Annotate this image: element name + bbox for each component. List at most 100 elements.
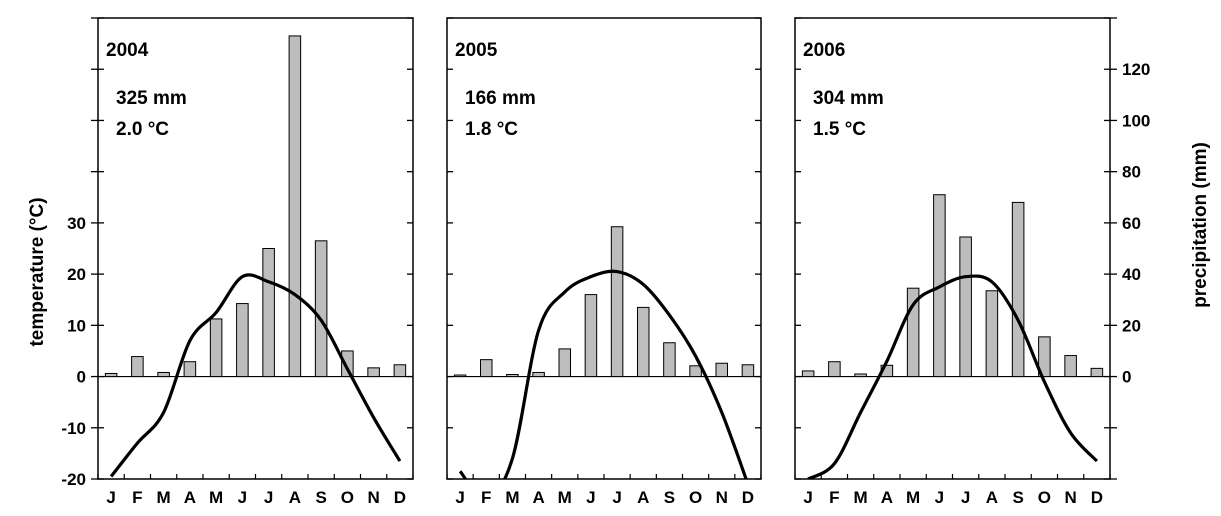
year-label: 2005 bbox=[455, 40, 498, 61]
ylabel-left: temperature (°C) bbox=[27, 197, 48, 346]
right-tick-label: 100 bbox=[1122, 111, 1150, 130]
right-axis: 0 20 40 60 80 100 120 bbox=[1110, 17, 1150, 480]
year-label: 2006 bbox=[803, 40, 845, 61]
month-label: A bbox=[637, 488, 649, 507]
precip-bar bbox=[104, 372, 118, 378]
precip-bar bbox=[479, 359, 493, 378]
precip-bar bbox=[906, 287, 920, 378]
month-label: M bbox=[906, 488, 920, 507]
precip-bar bbox=[741, 364, 755, 378]
precip-total-label: 166 mm bbox=[465, 88, 536, 109]
month-label: J bbox=[803, 488, 812, 507]
precip-bar bbox=[715, 362, 729, 378]
right-tick-label: 80 bbox=[1122, 163, 1141, 182]
month-label: J bbox=[586, 488, 595, 507]
precip-bar bbox=[506, 374, 519, 378]
month-label: M bbox=[209, 488, 223, 507]
precip-bar bbox=[636, 306, 650, 378]
month-label: S bbox=[664, 488, 675, 507]
month-label: D bbox=[742, 488, 754, 507]
left-tick-label: 0 bbox=[77, 368, 86, 387]
temp-mean-label: 2.0 °C bbox=[116, 119, 169, 140]
precip-bar bbox=[131, 356, 144, 378]
month-label: J bbox=[935, 488, 944, 507]
ylabel-right: precipitation (mm) bbox=[1190, 142, 1211, 308]
month-label: S bbox=[1012, 488, 1023, 507]
month-label: O bbox=[341, 488, 354, 507]
precip-bar bbox=[985, 290, 999, 378]
month-label: M bbox=[505, 488, 519, 507]
right-tick-label: 20 bbox=[1122, 316, 1141, 335]
month-label: M bbox=[157, 488, 171, 507]
precip-bar bbox=[393, 364, 407, 378]
precip-total-label: 304 mm bbox=[813, 88, 884, 109]
precip-bar bbox=[663, 342, 676, 378]
month-label: D bbox=[394, 488, 406, 507]
year-label: 2004 bbox=[106, 40, 149, 61]
month-label: J bbox=[264, 488, 273, 507]
precip-bar bbox=[341, 350, 354, 378]
precip-bar bbox=[288, 35, 302, 378]
precip-bar bbox=[1064, 355, 1077, 378]
temperature-curve bbox=[807, 274, 1099, 479]
precip-bar bbox=[183, 361, 197, 378]
temperature-curve bbox=[109, 273, 402, 478]
month-label: A bbox=[532, 488, 544, 507]
month-label: J bbox=[106, 488, 115, 507]
month-label: F bbox=[829, 488, 839, 507]
temp-mean-label: 1.8 °C bbox=[465, 119, 518, 140]
precip-bar bbox=[689, 365, 702, 378]
precip-bar bbox=[801, 370, 815, 378]
month-label: N bbox=[1064, 488, 1076, 507]
month-label: O bbox=[1038, 488, 1051, 507]
precip-bar bbox=[314, 240, 328, 378]
left-axis: -20 -10 0 10 20 30 bbox=[61, 17, 98, 489]
precip-bar bbox=[1038, 336, 1051, 378]
temp-mean-label: 1.5 °C bbox=[813, 119, 866, 140]
month-label: M bbox=[854, 488, 868, 507]
right-tick-label: 40 bbox=[1122, 265, 1141, 284]
month-label: F bbox=[132, 488, 142, 507]
month-label: J bbox=[612, 488, 621, 507]
precip-bar bbox=[584, 294, 598, 378]
precip-bar bbox=[262, 248, 275, 378]
month-label: D bbox=[1091, 488, 1103, 507]
precip-bar bbox=[236, 303, 249, 378]
month-label: M bbox=[558, 488, 572, 507]
precip-bar bbox=[558, 348, 572, 378]
left-tick-label: -10 bbox=[61, 419, 86, 438]
precip-bar bbox=[854, 373, 867, 378]
precip-bar bbox=[532, 371, 545, 378]
left-tick-label: 10 bbox=[67, 316, 86, 335]
precip-bar bbox=[610, 226, 624, 378]
month-label: J bbox=[455, 488, 464, 507]
month-label: A bbox=[986, 488, 998, 507]
right-tick-label: 60 bbox=[1122, 214, 1141, 233]
precip-bar bbox=[157, 371, 170, 378]
precip-bar bbox=[367, 367, 380, 378]
left-tick-label: 30 bbox=[67, 214, 86, 233]
month-label: S bbox=[315, 488, 326, 507]
precip-bar bbox=[959, 236, 972, 378]
precip-bar bbox=[209, 318, 223, 378]
month-label: J bbox=[238, 488, 247, 507]
month-label: A bbox=[289, 488, 301, 507]
month-label: N bbox=[716, 488, 728, 507]
temperature-curve bbox=[458, 269, 748, 479]
precip-bar bbox=[453, 374, 467, 378]
precip-bar bbox=[1090, 367, 1104, 378]
precip-bar bbox=[828, 361, 841, 378]
month-label: A bbox=[881, 488, 893, 507]
month-label: N bbox=[367, 488, 379, 507]
right-tick-label: 120 bbox=[1122, 60, 1150, 79]
month-label: A bbox=[184, 488, 196, 507]
month-label: O bbox=[689, 488, 702, 507]
month-label: J bbox=[961, 488, 970, 507]
left-tick-label: 20 bbox=[67, 265, 86, 284]
precip-total-label: 325 mm bbox=[116, 88, 187, 109]
